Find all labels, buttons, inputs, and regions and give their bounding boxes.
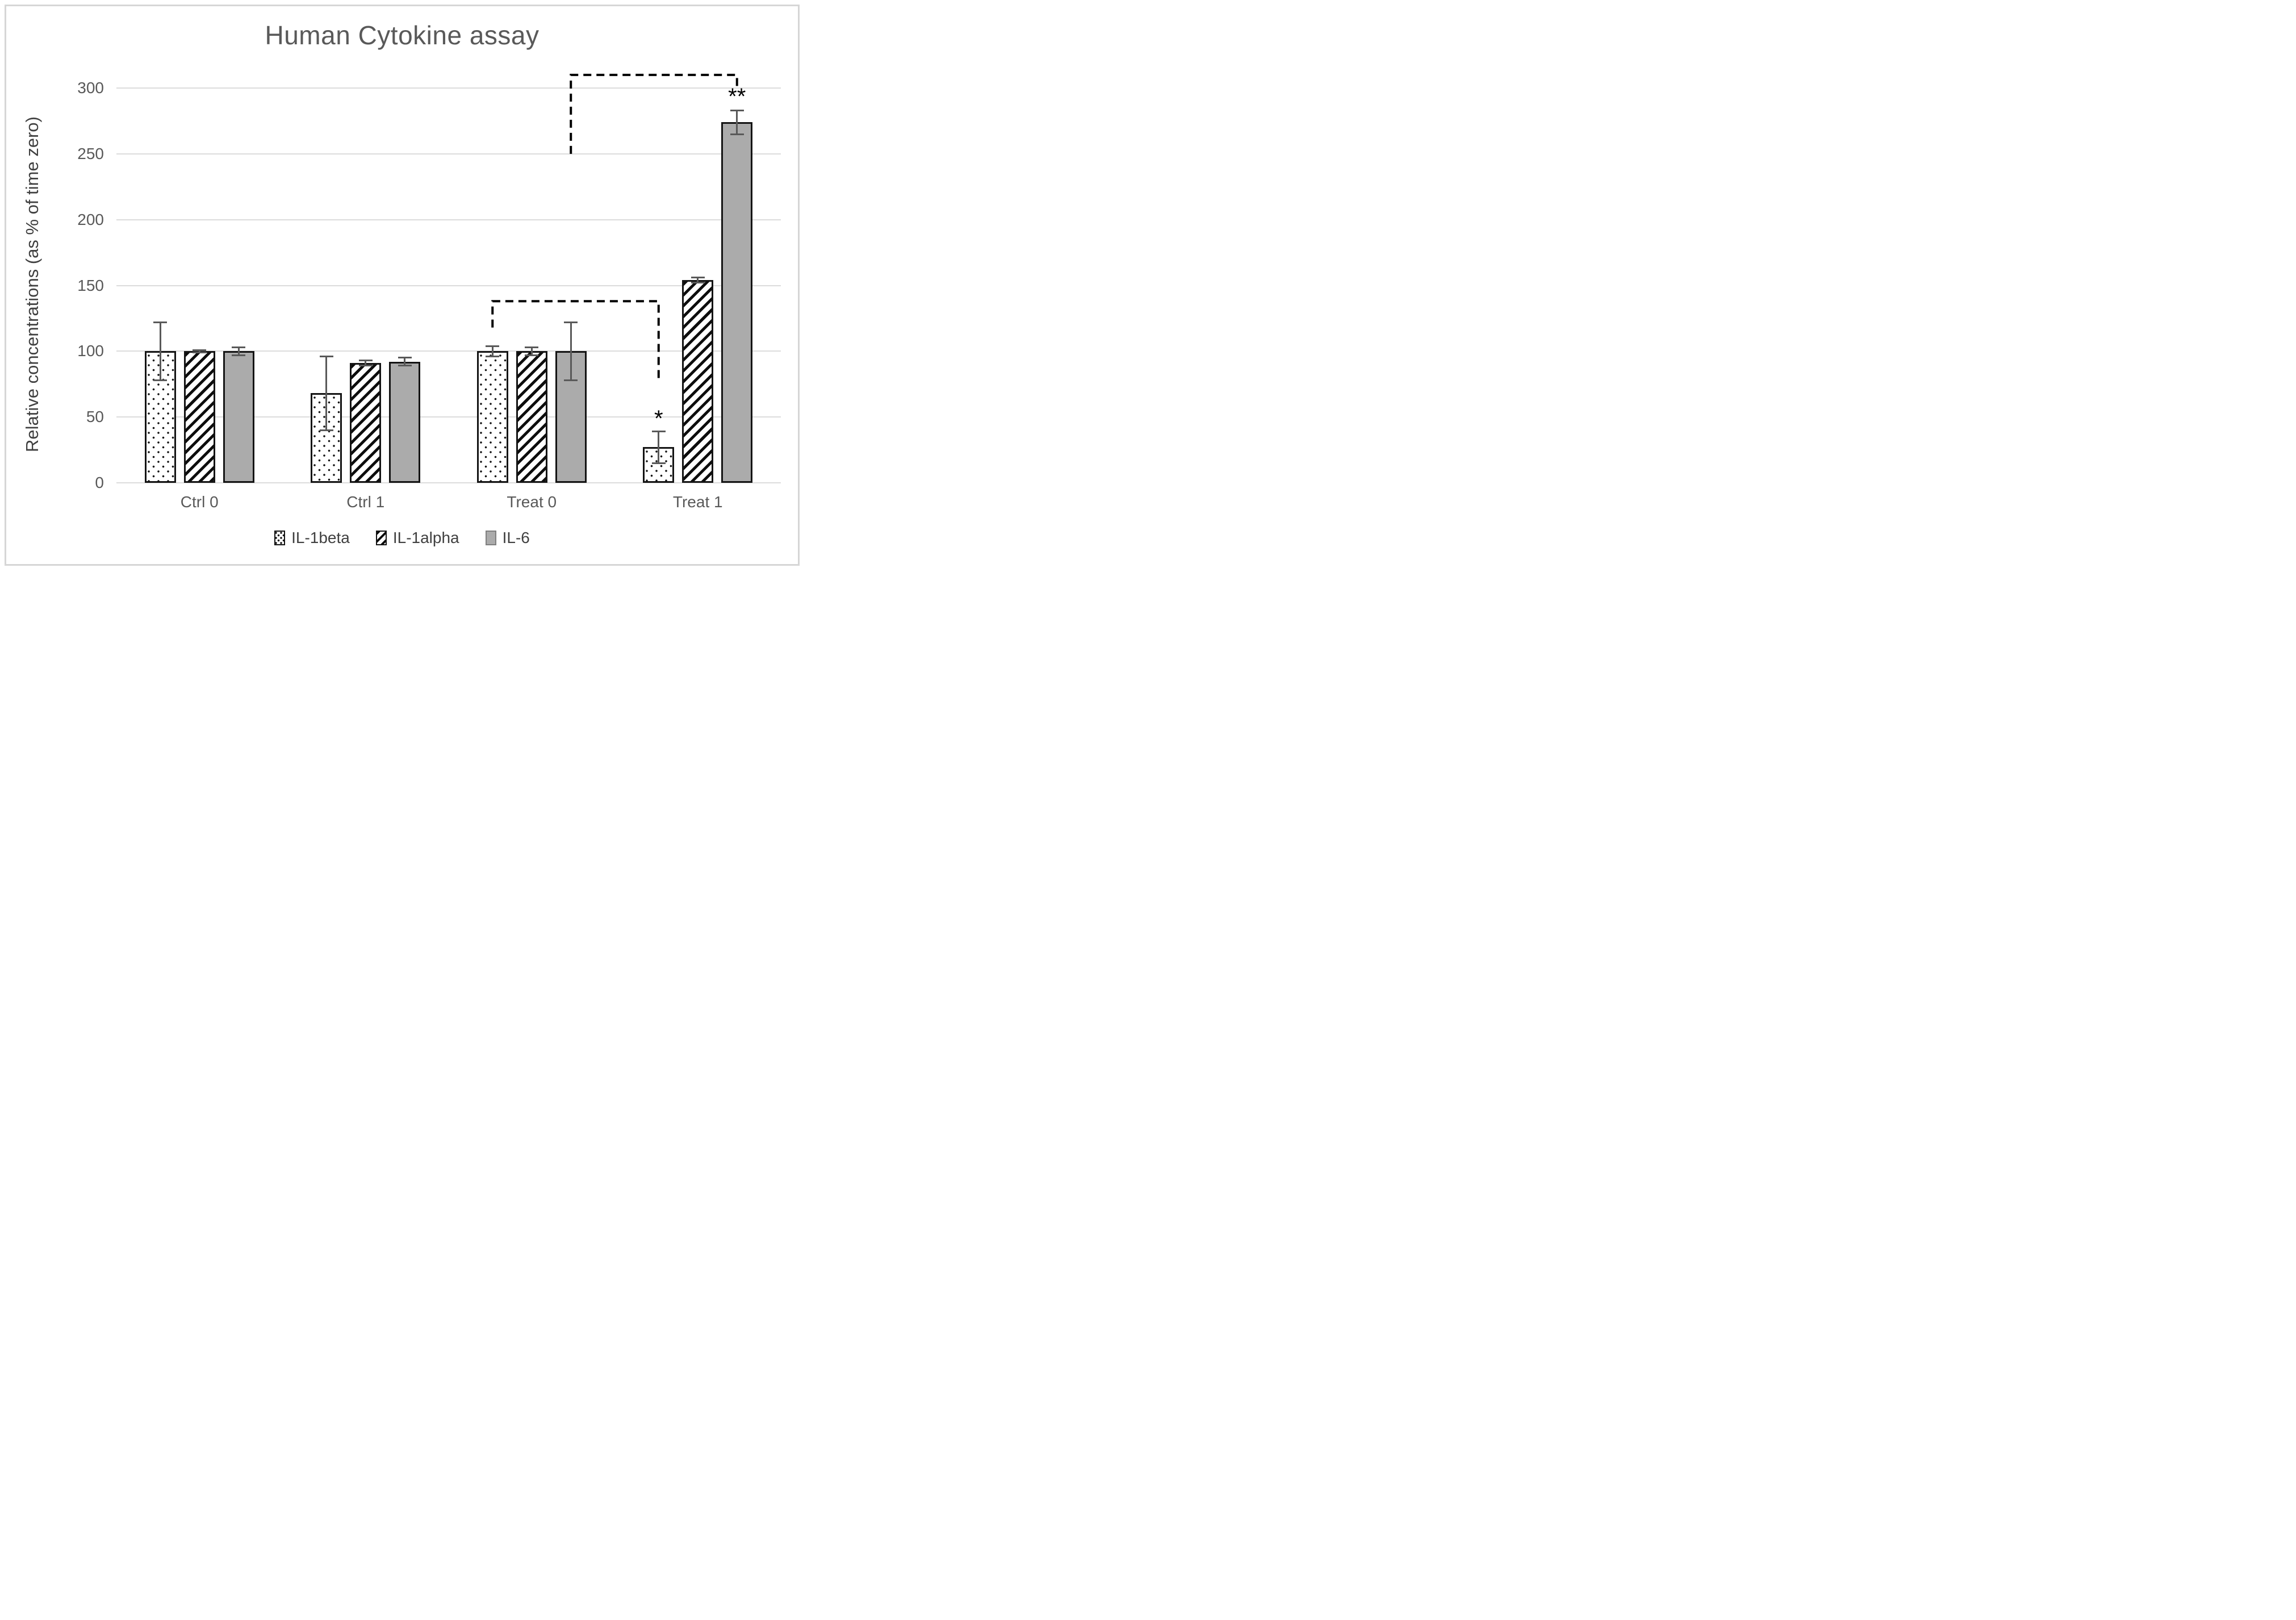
y-tick-label: 300 <box>77 79 104 97</box>
error-bar <box>237 347 240 356</box>
chart-title: Human Cytokine assay <box>265 20 540 50</box>
error-bar-cap <box>153 321 168 323</box>
error-bar-cap <box>193 349 207 351</box>
chart-canvas: Human Cytokine assay Relative concentrat… <box>5 5 800 566</box>
error-bar-cap <box>651 431 666 433</box>
legend-label: IL-1beta <box>291 529 350 546</box>
legend-label: IL-1alpha <box>392 529 459 546</box>
y-tick-label: 200 <box>77 210 104 228</box>
error-bar-cap <box>358 360 373 362</box>
y-tick-label: 100 <box>77 342 104 360</box>
error-bar-cap <box>564 379 578 381</box>
bar-Treat0-IL-1alpha <box>516 351 547 483</box>
gridline-300 <box>116 87 781 89</box>
legend-swatch-dots-icon <box>274 531 286 545</box>
gridline-250 <box>116 153 781 155</box>
error-bar <box>159 322 161 381</box>
gridline-100 <box>116 350 781 352</box>
plot-area: * ** <box>116 83 781 483</box>
y-tick-label: 50 <box>86 408 104 426</box>
y-tick-label: 0 <box>95 474 104 491</box>
gridline-150 <box>116 285 781 286</box>
error-bar-cap <box>691 277 705 279</box>
error-bar <box>198 350 200 353</box>
error-bar-cap <box>564 321 578 323</box>
gridline-200 <box>116 219 781 220</box>
error-bar-cap <box>319 356 333 358</box>
significance-annotation: ** <box>728 83 746 109</box>
error-bar-cap <box>153 379 168 381</box>
bar-Treat1-IL-1alpha <box>682 280 714 483</box>
legend-swatch-solid-icon <box>485 531 496 545</box>
x-axis-labels: Ctrl 0 Ctrl 1 Treat 0 Treat 1 <box>116 493 781 513</box>
error-bar <box>570 322 572 381</box>
bar-Ctrl0-IL-6 <box>223 351 254 483</box>
error-bar <box>491 346 494 357</box>
legend-item-IL-1beta: IL-1beta <box>274 529 350 547</box>
error-bar <box>736 110 738 135</box>
x-axis-label-Ctrl1: Ctrl 1 <box>346 493 385 511</box>
error-bar-cap <box>193 352 207 354</box>
bar-Treat0-IL-1beta <box>476 351 508 483</box>
legend-swatch-diagonal-hatch-icon <box>375 531 387 545</box>
error-bar-cap <box>691 282 705 284</box>
gridline-0 <box>116 482 781 483</box>
bar-Ctrl0-IL-1alpha <box>183 351 215 483</box>
bar-Treat1-IL-6 <box>721 122 753 483</box>
legend-label: IL-6 <box>502 529 530 546</box>
error-bar-cap <box>486 345 500 347</box>
significance-annotation: * <box>654 406 663 432</box>
error-bar-cap <box>319 429 333 431</box>
x-axis-label-Treat1: Treat 1 <box>672 493 723 511</box>
error-bar-cap <box>730 109 744 111</box>
error-bar <box>404 357 406 366</box>
legend-item-IL-1alpha: IL-1alpha <box>375 529 459 547</box>
error-bar <box>658 431 660 464</box>
error-bar-cap <box>232 346 246 348</box>
error-bar <box>325 356 328 431</box>
y-tick-label: 250 <box>77 144 104 162</box>
bar-Ctrl1-IL-1alpha <box>350 363 382 483</box>
error-bar-cap <box>651 462 666 464</box>
error-bar <box>697 277 699 283</box>
error-bar <box>365 360 367 366</box>
error-bar-cap <box>358 365 373 367</box>
error-bar-cap <box>232 354 246 356</box>
bar-Ctrl1-IL-6 <box>389 361 421 483</box>
y-tick-label: 150 <box>77 276 104 294</box>
legend: IL-1beta IL-1alpha IL-6 <box>6 527 798 549</box>
error-bar-cap <box>525 354 539 356</box>
error-bar-cap <box>730 133 744 135</box>
x-axis-label-Ctrl0: Ctrl 0 <box>180 493 219 511</box>
error-bar-cap <box>486 356 500 358</box>
error-bar-cap <box>525 346 539 348</box>
error-bar-cap <box>398 357 412 359</box>
error-bar-cap <box>398 365 412 367</box>
gridline-50 <box>116 416 781 418</box>
legend-item-IL-6: IL-6 <box>485 529 530 547</box>
x-axis-label-Treat0: Treat 0 <box>507 493 557 511</box>
